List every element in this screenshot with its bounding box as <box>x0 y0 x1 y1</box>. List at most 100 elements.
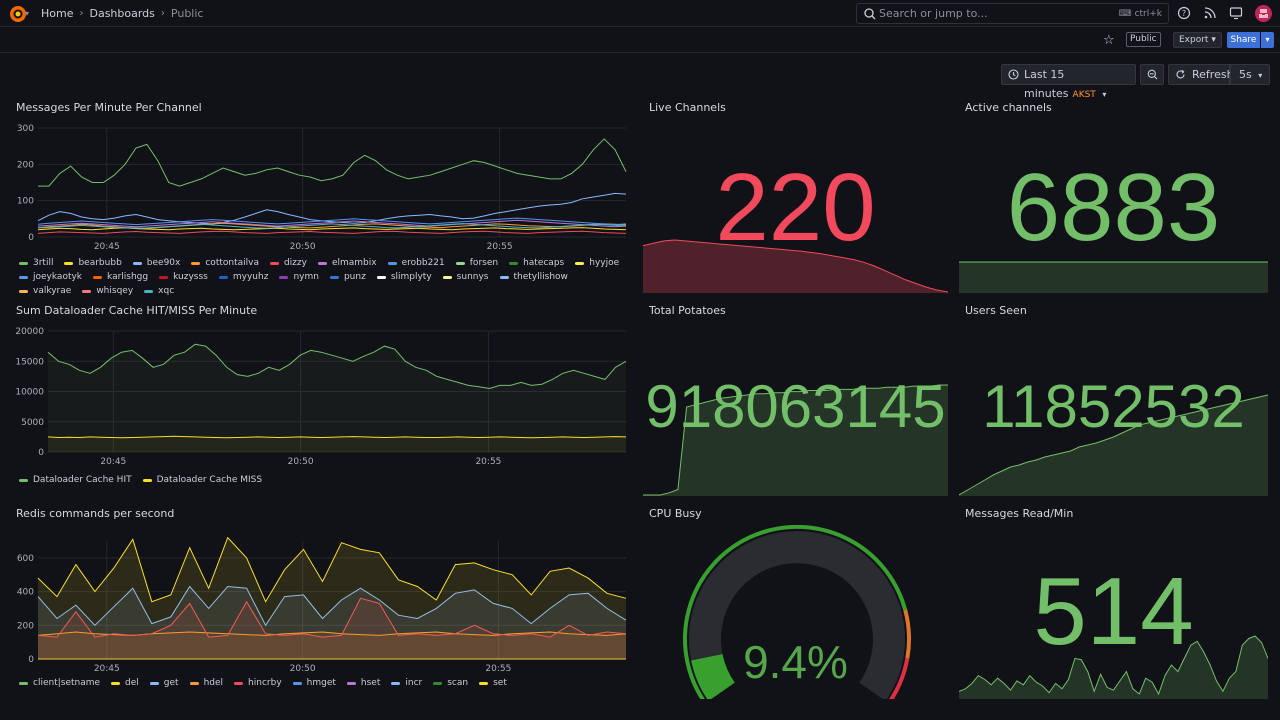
legend-item[interactable]: punz <box>329 272 366 282</box>
legend-swatch <box>234 681 244 685</box>
legend-item[interactable]: 3rtill <box>19 258 53 268</box>
help-icon[interactable]: ? <box>1177 6 1191 20</box>
gauge-value-arc <box>691 653 736 699</box>
legend-item[interactable]: bee90x <box>132 258 180 268</box>
total-potatoes-value: 918063145 <box>645 373 946 440</box>
legend-item[interactable]: nymn <box>279 272 319 282</box>
search-input[interactable]: Search or jump to... ⌨ ctrl+k <box>856 3 1169 24</box>
active-channels-value: 6883 <box>1006 154 1221 261</box>
legend-item[interactable]: bearbubb <box>64 258 122 268</box>
breadcrumb-dashboards[interactable]: Dashboards <box>89 7 155 20</box>
legend-swatch <box>93 275 103 279</box>
legend-label: hdel <box>203 678 224 688</box>
series-line-xqc <box>37 223 627 229</box>
legend-item[interactable]: Dataloader Cache MISS <box>142 475 262 485</box>
legend-swatch <box>269 261 279 265</box>
legend-item[interactable]: hset <box>346 678 381 688</box>
panel-title: Total Potatoes <box>649 304 726 317</box>
legend-label: xqc <box>158 286 175 296</box>
monitor-icon[interactable] <box>1229 6 1243 20</box>
share-button[interactable]: Share <box>1227 32 1260 48</box>
breadcrumb-home[interactable]: Home <box>41 7 74 20</box>
y-tick-label: 20000 <box>16 327 44 337</box>
legend-item[interactable]: scan <box>433 678 468 688</box>
legend-item[interactable]: forsen <box>455 258 498 268</box>
sparkline-line <box>643 384 948 496</box>
legend-item[interactable]: erobb221 <box>387 258 445 268</box>
legend-item[interactable]: joeykaotyk <box>19 272 82 282</box>
user-avatar[interactable] <box>1255 5 1272 22</box>
grafana-logo-icon[interactable] <box>8 4 28 24</box>
sparkline-line <box>959 635 1268 696</box>
export-button[interactable]: Export ▾ <box>1173 32 1222 48</box>
legend-item[interactable]: get <box>149 678 179 688</box>
y-tick-label: 300 <box>17 124 34 134</box>
legend-label: bearbubb <box>78 258 122 268</box>
share-dropdown-chevron-icon[interactable]: ▾ <box>1261 32 1274 48</box>
legend-item[interactable]: client|setname <box>19 678 100 688</box>
legend-label: scan <box>447 678 469 688</box>
x-tick-label: 20:55 <box>475 457 501 467</box>
legend-swatch <box>159 275 169 279</box>
legend-item[interactable]: hatecaps <box>509 258 564 268</box>
y-tick-label: 5000 <box>21 418 44 428</box>
legend-item[interactable]: set <box>479 678 507 688</box>
legend-item[interactable]: elmambix <box>317 258 377 268</box>
y-tick-label: 100 <box>17 197 34 207</box>
time-range-picker[interactable]: Last 15 minutes AKST ▾ <box>1001 64 1136 100</box>
star-icon[interactable]: ☆ <box>1103 33 1115 48</box>
live-channels-sparkline <box>643 239 948 293</box>
panel-title: Sum Dataloader Cache HIT/MISS Per Minute <box>16 304 258 317</box>
legend-swatch <box>575 261 585 265</box>
messages-read-sparkline <box>959 635 1268 699</box>
legend-item[interactable]: myyuhz <box>218 272 268 282</box>
chevron-down-icon: ▾ <box>1211 35 1216 45</box>
legend-item[interactable]: cottontailva <box>191 258 259 268</box>
legend-item[interactable]: whisqey <box>82 286 133 296</box>
legend-label: set <box>493 678 507 688</box>
legend-swatch <box>132 261 142 265</box>
zoom-out-button[interactable] <box>1140 64 1164 85</box>
panel-title: Messages Per Minute Per Channel <box>16 101 202 114</box>
legend-item[interactable]: hyyjoe <box>575 258 619 268</box>
legend-item[interactable]: slimplyty <box>376 272 432 282</box>
series-area-set <box>38 537 626 659</box>
legend-label: hmget <box>306 678 336 688</box>
legend-item[interactable]: valkyrae <box>19 286 71 296</box>
legend-swatch <box>387 261 397 265</box>
panel-total-potatoes: Total Potatoes 918063145 <box>643 304 948 496</box>
panel-title: Messages Read/Min <box>965 507 1074 520</box>
x-tick-label: 20:55 <box>485 664 511 674</box>
y-tick-label: 15000 <box>16 357 44 367</box>
menu-chevron-down-icon[interactable]: ▾ <box>25 9 30 18</box>
rss-icon[interactable] <box>1203 6 1217 20</box>
legend-item[interactable]: kuzysss <box>159 272 208 282</box>
legend-label: cottontailva <box>205 258 259 268</box>
cpu-busy-value: 9.4% <box>643 635 948 689</box>
legend-item[interactable]: sunnys <box>442 272 489 282</box>
chevron-down-icon: ▾ <box>1102 90 1107 99</box>
gauge-threshold-orange <box>903 609 911 659</box>
legend-label: hset <box>360 678 381 688</box>
legend-item[interactable]: incr <box>391 678 422 688</box>
legend-item[interactable]: hincrby <box>234 678 282 688</box>
legend-item[interactable]: del <box>111 678 139 688</box>
chart-legend: 3rtill bearbubb bee90x cottontailva dizzy elm… <box>19 258 625 296</box>
panel-title: Active channels <box>965 101 1052 114</box>
legend-item[interactable]: hdel <box>189 678 224 688</box>
refresh-button[interactable]: Refresh <box>1168 64 1234 85</box>
legend-swatch <box>479 681 489 685</box>
series-line-dataloader-cache-miss <box>47 435 627 439</box>
panel-active-channels: Active channels 6883 <box>959 101 1268 293</box>
refresh-interval-picker[interactable]: 5s ▾ <box>1230 64 1270 85</box>
legend-item[interactable]: Dataloader Cache HIT <box>19 475 132 485</box>
legend-item[interactable]: karlishgg <box>93 272 148 282</box>
legend-item[interactable]: thetyllishow <box>499 272 568 282</box>
legend-item[interactable]: xqc <box>144 286 174 296</box>
legend-item[interactable]: hmget <box>292 678 336 688</box>
legend-label: Dataloader Cache HIT <box>33 475 132 485</box>
y-tick-label: 0 <box>38 448 44 458</box>
legend-item[interactable]: dizzy <box>269 258 307 268</box>
breadcrumb: Home › Dashboards › Public <box>41 7 203 20</box>
cpu-busy-number: 9.4 <box>743 636 808 688</box>
